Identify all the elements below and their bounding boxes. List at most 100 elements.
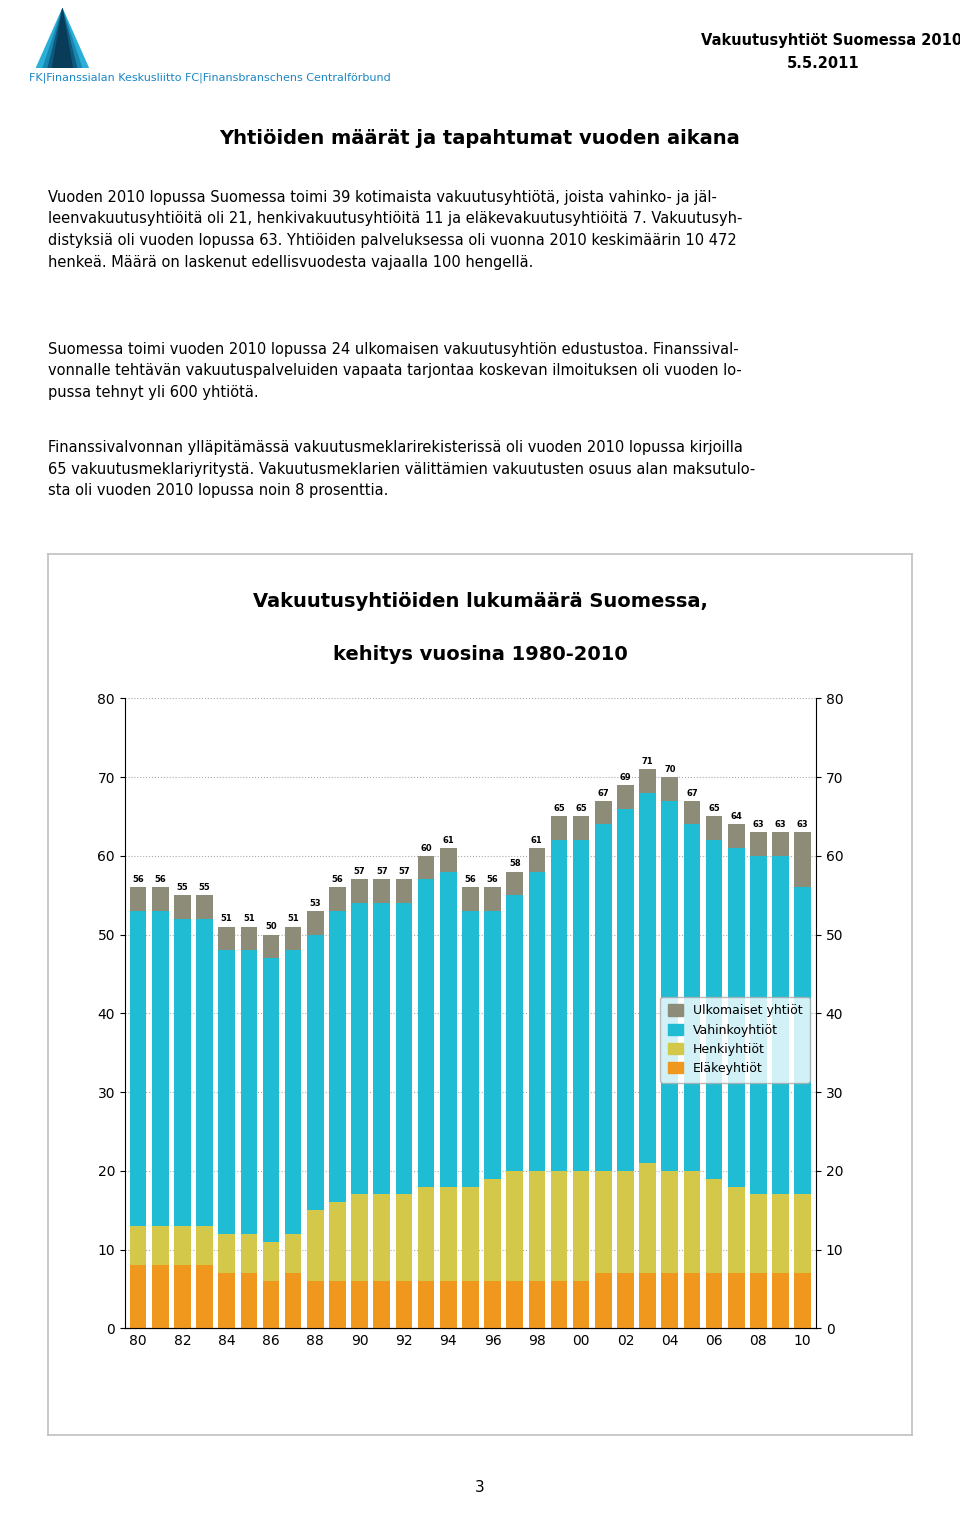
Text: 70: 70 [664, 765, 676, 774]
Bar [684, 1170, 700, 1274]
Bar [595, 800, 612, 824]
Text: 3: 3 [475, 1480, 485, 1495]
Bar [418, 1281, 434, 1328]
Bar [351, 903, 368, 1195]
Text: 67: 67 [686, 788, 698, 797]
Bar [285, 1274, 301, 1328]
Text: 57: 57 [354, 867, 366, 876]
Bar [529, 849, 545, 871]
Bar [351, 879, 368, 903]
Text: 50: 50 [265, 923, 276, 932]
Text: 65: 65 [708, 805, 720, 814]
Bar [307, 1281, 324, 1328]
Text: 53: 53 [309, 899, 322, 908]
Bar [728, 1187, 745, 1274]
Polygon shape [36, 8, 89, 68]
Bar [529, 871, 545, 1170]
Bar [573, 839, 589, 1170]
Bar [750, 856, 767, 1195]
Bar [174, 1227, 191, 1266]
Bar [396, 903, 412, 1195]
Bar [529, 1281, 545, 1328]
Text: Vakuutusyhtiöiden lukumäärä Suomessa,: Vakuutusyhtiöiden lukumäärä Suomessa, [252, 592, 708, 612]
Text: 67: 67 [597, 788, 610, 797]
Bar [219, 1234, 235, 1274]
Bar [307, 935, 324, 1210]
Bar [418, 879, 434, 1187]
Bar [241, 950, 257, 1234]
Text: 69: 69 [619, 773, 632, 782]
Bar [418, 1187, 434, 1281]
Text: 65: 65 [553, 805, 564, 814]
Bar [750, 1274, 767, 1328]
Bar [196, 896, 213, 918]
Bar [750, 832, 767, 856]
Text: 56: 56 [465, 874, 476, 883]
Bar [174, 918, 191, 1227]
Bar [706, 1274, 722, 1328]
Text: 51: 51 [221, 914, 232, 923]
Bar [440, 1281, 457, 1328]
Bar [351, 1195, 368, 1281]
Text: Vuoden 2010 lopussa Suomessa toimi 39 kotimaista vakuutusyhtiötä, joista vahinko: Vuoden 2010 lopussa Suomessa toimi 39 ko… [48, 190, 742, 270]
Text: 64: 64 [731, 812, 742, 821]
Bar [307, 911, 324, 935]
Bar [661, 777, 678, 800]
Bar [263, 1242, 279, 1281]
Text: 51: 51 [243, 914, 254, 923]
Bar [285, 1234, 301, 1274]
Text: 56: 56 [331, 874, 344, 883]
Bar [750, 1195, 767, 1274]
Text: 71: 71 [642, 757, 654, 767]
Bar [639, 770, 656, 792]
Bar [507, 1281, 523, 1328]
Bar [684, 1274, 700, 1328]
Polygon shape [52, 8, 73, 68]
Bar [219, 1274, 235, 1328]
Bar [684, 800, 700, 824]
Bar [484, 1178, 501, 1281]
Text: 61: 61 [531, 836, 542, 844]
Bar [484, 887, 501, 911]
Bar [263, 1281, 279, 1328]
Bar [728, 1274, 745, 1328]
Text: 57: 57 [376, 867, 388, 876]
Bar [728, 849, 745, 1187]
Bar [617, 1274, 634, 1328]
Bar [174, 1266, 191, 1328]
Text: Vakuutusyhtiöt Suomessa 2010: Vakuutusyhtiöt Suomessa 2010 [701, 33, 960, 49]
Bar [462, 887, 479, 911]
Bar [795, 887, 811, 1195]
Bar [152, 887, 169, 911]
Bar [152, 1266, 169, 1328]
Text: FK|Finanssialan Keskusliitto FC|Finansbranschens Centralförbund: FK|Finanssialan Keskusliitto FC|Finansbr… [29, 73, 391, 83]
Bar [639, 1163, 656, 1274]
Bar [661, 1170, 678, 1274]
Bar [263, 958, 279, 1242]
Bar [617, 809, 634, 1170]
Bar [440, 1187, 457, 1281]
Bar [772, 1274, 789, 1328]
Bar [241, 1274, 257, 1328]
Bar [396, 1195, 412, 1281]
Bar [595, 824, 612, 1170]
Bar [551, 1170, 567, 1281]
Bar [573, 1281, 589, 1328]
Bar [795, 1195, 811, 1274]
Bar [396, 1281, 412, 1328]
Bar [329, 911, 346, 1202]
Text: Suomessa toimi vuoden 2010 lopussa 24 ulkomaisen vakuutusyhtiön edustustoa. Fina: Suomessa toimi vuoden 2010 lopussa 24 ul… [48, 342, 742, 399]
Bar [639, 1274, 656, 1328]
Bar [130, 911, 146, 1227]
Bar [440, 849, 457, 871]
Bar [219, 950, 235, 1234]
Text: 57: 57 [398, 867, 410, 876]
Text: 63: 63 [797, 820, 808, 829]
Bar [396, 879, 412, 903]
Bar [617, 1170, 634, 1274]
Bar [152, 911, 169, 1227]
Bar [573, 817, 589, 839]
Bar [174, 896, 191, 918]
Bar [462, 1187, 479, 1281]
Bar [706, 1178, 722, 1274]
